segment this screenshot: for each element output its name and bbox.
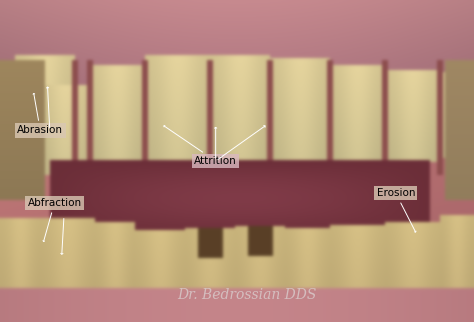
Text: Abrasion: Abrasion bbox=[17, 93, 64, 136]
Text: Abfraction: Abfraction bbox=[27, 198, 82, 242]
Text: Erosion: Erosion bbox=[376, 188, 416, 232]
Text: Attrition: Attrition bbox=[164, 126, 237, 166]
Text: Dr. Bedrossian DDS: Dr. Bedrossian DDS bbox=[177, 288, 316, 302]
